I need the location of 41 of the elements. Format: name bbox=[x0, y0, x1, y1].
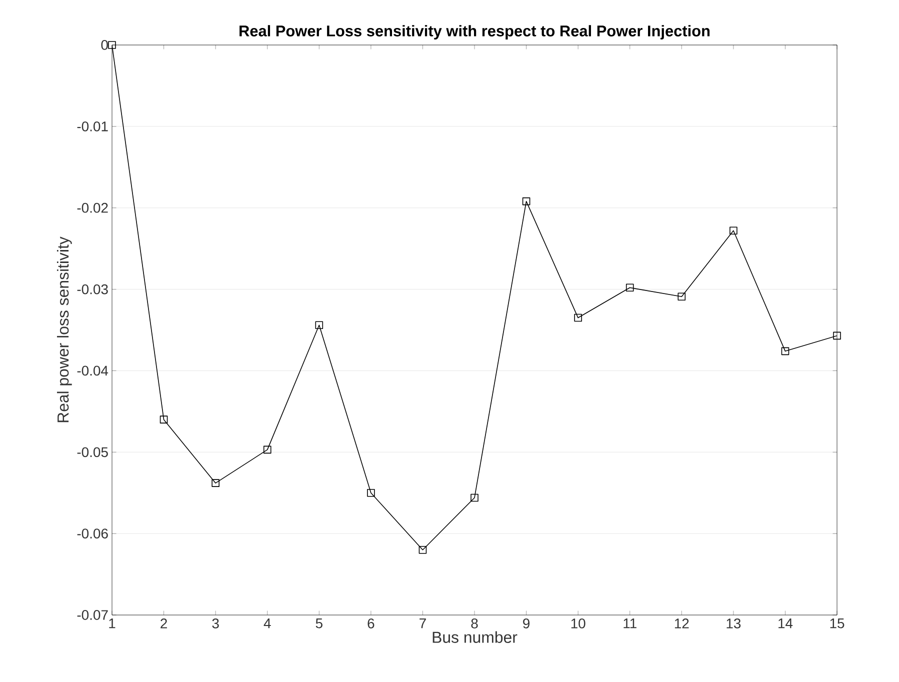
point bbox=[730, 226, 738, 235]
y-tick-label: -0.05 bbox=[77, 447, 108, 458]
point bbox=[522, 197, 530, 206]
x-tick-label: 12 bbox=[674, 618, 689, 628]
x-tick-label: 10 bbox=[571, 618, 586, 628]
x-tick-label: 15 bbox=[830, 618, 844, 628]
y-tick-label: -0.02 bbox=[77, 202, 108, 213]
x-tick-label: 6 bbox=[368, 618, 374, 628]
x-tick-label: 4 bbox=[264, 618, 271, 628]
y-tick-label: 0 bbox=[101, 40, 108, 50]
point bbox=[418, 546, 427, 554]
x-tick-label: 11 bbox=[624, 618, 636, 628]
x-tick-label: 9 bbox=[523, 618, 530, 628]
x-tick-label: 3 bbox=[212, 618, 219, 628]
y-tick-label: -0.03 bbox=[77, 284, 108, 294]
x-axis-title: Bus number bbox=[432, 631, 518, 643]
point bbox=[678, 292, 686, 301]
point bbox=[626, 284, 634, 292]
y-axis-title: Real power loss sensitivity bbox=[56, 236, 72, 422]
x-tick-label: 14 bbox=[778, 618, 793, 628]
x-tick-label: 8 bbox=[471, 618, 478, 628]
point bbox=[781, 347, 790, 356]
y-tick-label: -0.06 bbox=[77, 528, 108, 539]
point bbox=[470, 494, 478, 502]
point bbox=[367, 488, 375, 497]
point bbox=[212, 479, 220, 487]
x-tick-label: 1 bbox=[109, 618, 116, 628]
point bbox=[315, 321, 324, 330]
x-tick-label: 2 bbox=[160, 618, 167, 628]
point bbox=[160, 416, 168, 424]
point bbox=[263, 446, 272, 454]
point bbox=[833, 332, 841, 340]
point bbox=[108, 41, 116, 49]
y-tick-label: -0.04 bbox=[77, 366, 108, 376]
x-tick-label: 7 bbox=[420, 618, 426, 628]
x-tick-label: 13 bbox=[726, 618, 741, 628]
chart-title: Real Power Loss sensitivity with respect to Real Power Injection bbox=[240, 25, 710, 40]
y-tick-label: -0.07 bbox=[77, 610, 108, 620]
y-tick-label: -0.01 bbox=[77, 121, 108, 132]
x-tick-label: 5 bbox=[316, 618, 322, 628]
point bbox=[574, 314, 582, 322]
